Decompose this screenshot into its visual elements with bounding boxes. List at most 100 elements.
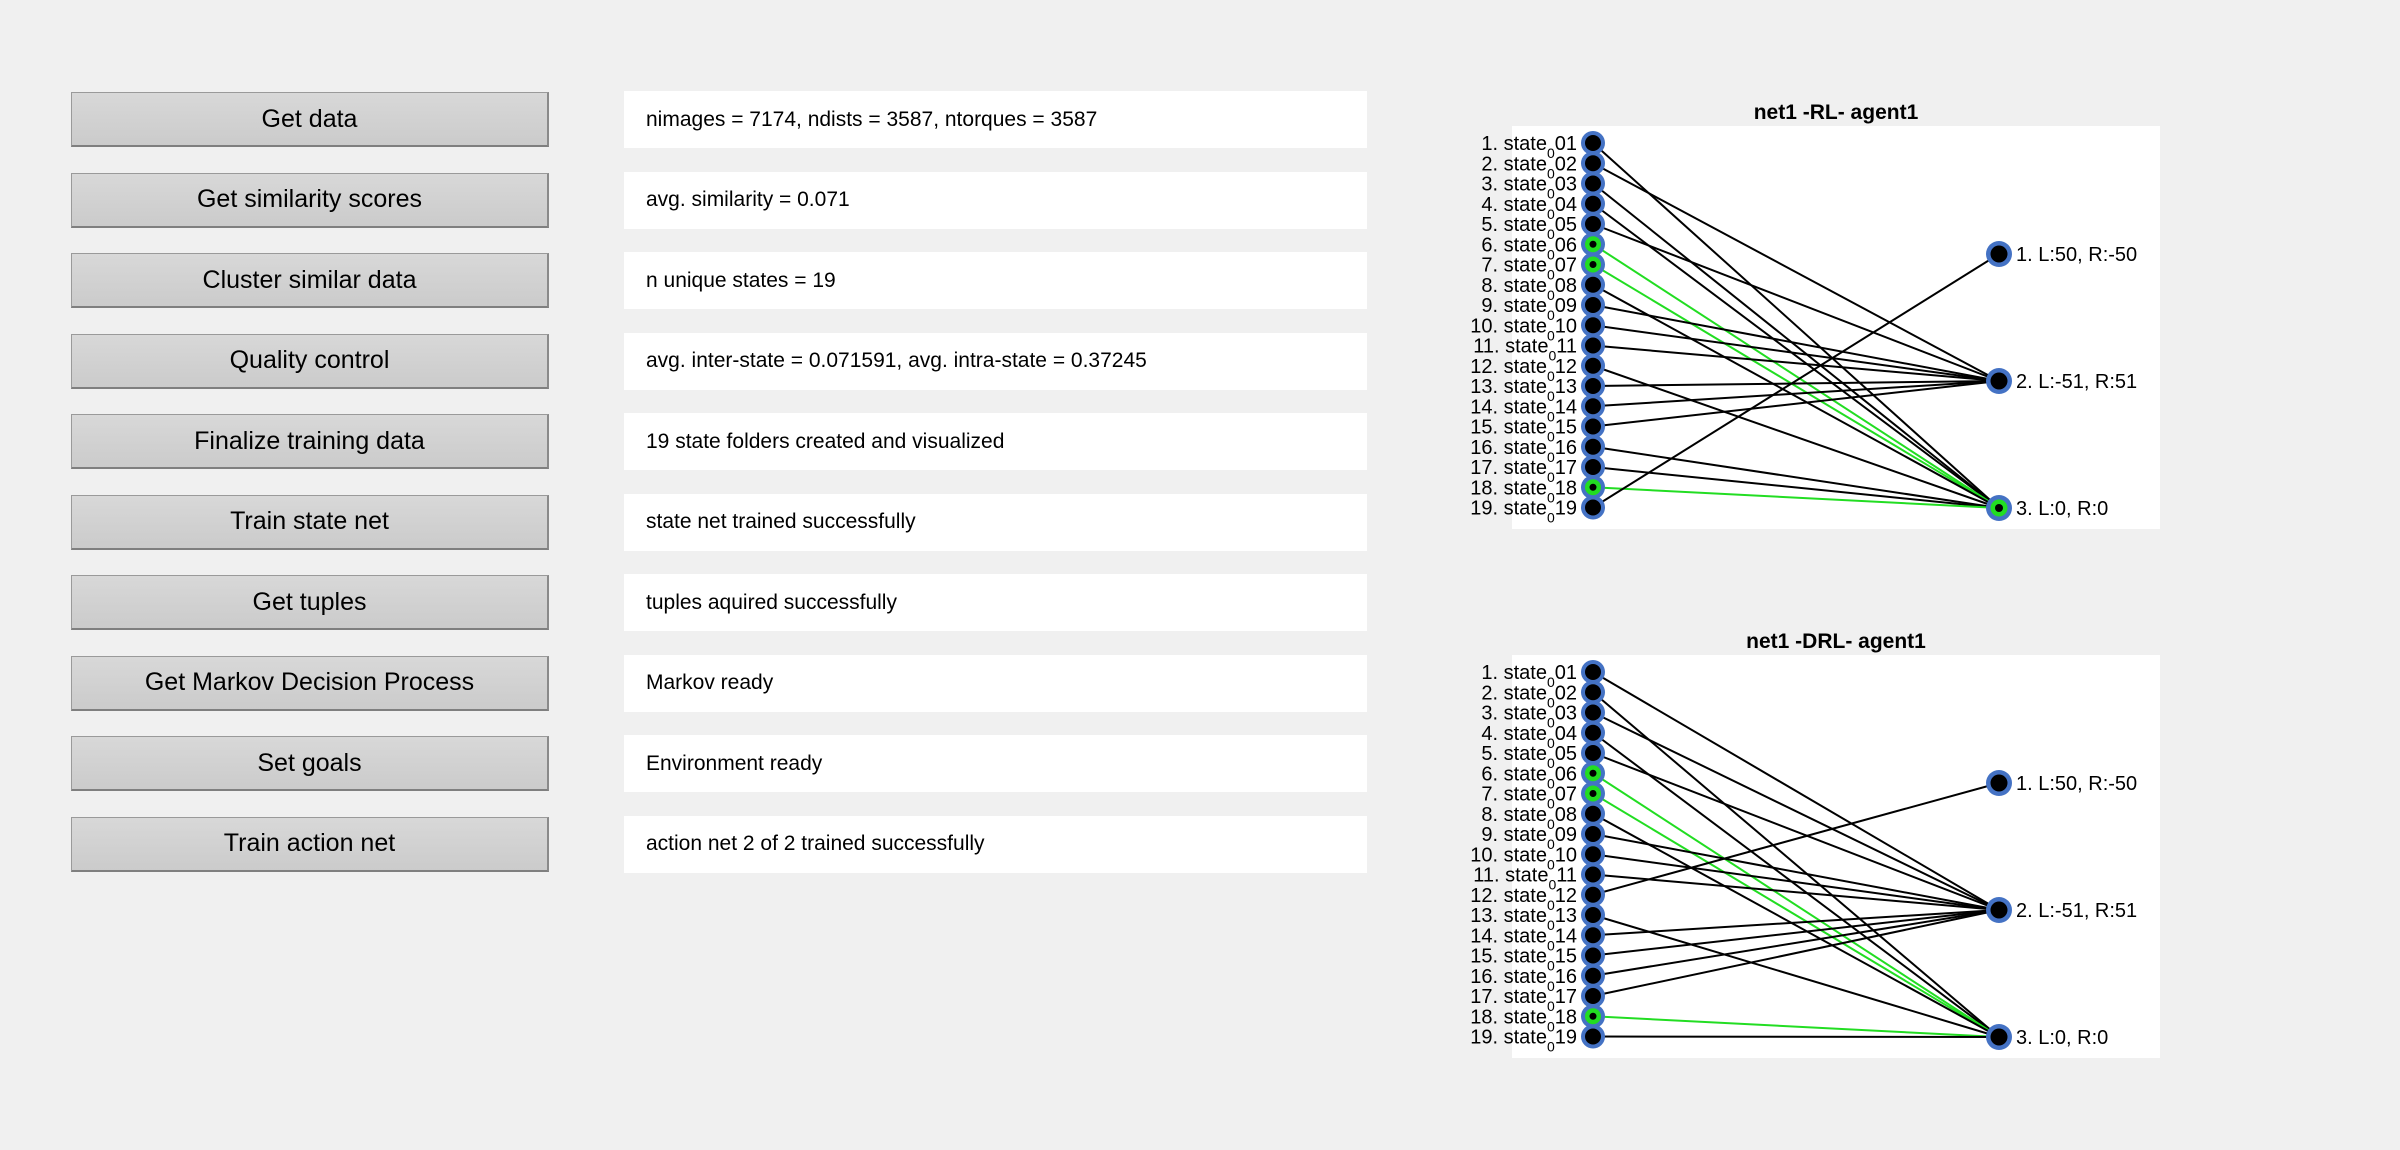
state-node-dot-13 xyxy=(1589,382,1597,390)
train-action-net-output: action net 2 of 2 trained successfully xyxy=(624,815,1367,873)
edge-state-8-action-3 xyxy=(1592,812,2000,1038)
state-label-8: 8. state008 xyxy=(1481,275,1577,303)
state-node-dot-17 xyxy=(1589,992,1597,1000)
state-label-9: 9. state009 xyxy=(1481,295,1577,323)
edge-state-14-action-2 xyxy=(1592,380,2000,408)
state-label-2: 2. state002 xyxy=(1481,153,1577,181)
state-node-dot-11 xyxy=(1589,871,1597,878)
state-label-8: 8. state008 xyxy=(1481,804,1577,832)
state-node-dot-12 xyxy=(1589,362,1597,370)
edge-state-14-action-2 xyxy=(1592,909,2000,937)
get-markov-decision-process-output: Markov ready xyxy=(624,654,1367,712)
edge-state-2-action-3 xyxy=(1592,691,2000,1038)
state-label-19: 19. state019 xyxy=(1470,498,1577,526)
get-similarity-scores-button[interactable]: Get similarity scores xyxy=(71,172,549,228)
edge-state-1-action-2 xyxy=(1592,671,2000,911)
action-node-dot-2 xyxy=(1995,377,2003,385)
action-label-2: 2. L:-51, R:51 xyxy=(2016,900,2137,922)
edge-state-10-action-2 xyxy=(1592,324,2000,382)
state-node-dot-5 xyxy=(1589,749,1597,757)
state-label-1: 1. state001 xyxy=(1481,133,1577,161)
state-node-dot-7 xyxy=(1589,790,1597,797)
action-label-1: 1. L:50, R:-50 xyxy=(2016,773,2137,795)
state-node-dot-2 xyxy=(1589,688,1597,696)
edge-state-1-action-3 xyxy=(1592,142,2000,509)
state-node-dot-9 xyxy=(1589,830,1597,838)
state-label-17: 17. state017 xyxy=(1470,457,1577,485)
get-data-button[interactable]: Get data xyxy=(71,92,549,147)
edge-state-4-action-3 xyxy=(1592,731,2000,1038)
state-label-12: 12. state012 xyxy=(1470,356,1577,384)
state-label-1: 1. state001 xyxy=(1481,662,1577,690)
edge-state-3-action-3 xyxy=(1592,182,2000,509)
network-plot-drl: net1 -DRL- agent1 1. state001 2. state002 3… xyxy=(1440,624,2200,1094)
state-node-dot-2 xyxy=(1589,159,1597,167)
state-label-9: 9. state009 xyxy=(1481,824,1577,852)
state-label-5: 5. state005 xyxy=(1481,743,1577,771)
cluster-similar-data-output: n unique states = 19 xyxy=(624,252,1367,309)
state-node-dot-7 xyxy=(1589,261,1597,268)
state-label-16: 16. state016 xyxy=(1470,437,1577,465)
edge-state-5-action-2 xyxy=(1592,752,2000,911)
plot-title: net1 -RL- agent1 xyxy=(1754,101,1919,124)
state-node-dot-8 xyxy=(1589,281,1597,289)
state-label-3: 3. state003 xyxy=(1481,174,1577,202)
state-label-19: 19. state019 xyxy=(1470,1027,1577,1055)
finalize-training-data-button[interactable]: Finalize training data xyxy=(71,414,549,469)
edge-state-10-action-2 xyxy=(1592,853,2000,911)
edge-state-13-action-3 xyxy=(1592,914,2000,1038)
edge-state-12-action-1 xyxy=(1592,782,2000,896)
state-node-dot-12 xyxy=(1589,891,1597,899)
edge-state-16-action-2 xyxy=(1592,909,2000,977)
state-node-dot-4 xyxy=(1589,729,1597,737)
action-node-dot-1 xyxy=(1995,250,2003,258)
state-node-dot-6 xyxy=(1589,240,1597,248)
action-label-2: 2. L:-51, R:51 xyxy=(2016,371,2137,393)
state-node-dot-18 xyxy=(1589,483,1597,491)
state-label-7: 7. state007 xyxy=(1481,784,1577,812)
state-label-18: 18. state018 xyxy=(1470,1006,1577,1034)
state-label-13: 13. state013 xyxy=(1470,905,1577,933)
get-similarity-scores-output: avg. similarity = 0.071 xyxy=(624,171,1367,229)
state-label-16: 16. state016 xyxy=(1470,966,1577,994)
state-label-13: 13. state013 xyxy=(1470,376,1577,404)
state-node-dot-15 xyxy=(1589,423,1597,430)
get-markov-decision-process-button[interactable]: Get Markov Decision Process xyxy=(71,655,549,711)
cluster-similar-data-button[interactable]: Cluster similar data xyxy=(71,253,549,308)
quality-control-button[interactable]: Quality control xyxy=(71,333,549,389)
state-node-dot-11 xyxy=(1589,342,1597,349)
train-action-net-button[interactable]: Train action net xyxy=(71,816,549,872)
edge-state-9-action-2 xyxy=(1592,304,2000,382)
state-label-6: 6. state006 xyxy=(1481,234,1577,262)
edge-state-18-action-3 xyxy=(1592,1015,2000,1038)
action-label-3: 3. L:0, R:0 xyxy=(2016,1027,2108,1049)
state-node-dot-8 xyxy=(1589,810,1597,818)
train-state-net-output: state net trained successfully xyxy=(624,493,1367,551)
edge-state-18-action-3 xyxy=(1592,486,2000,509)
quality-control-output: avg. inter-state = 0.071591, avg. intra-… xyxy=(624,332,1367,390)
edge-state-8-action-3 xyxy=(1592,283,2000,509)
state-node-dot-13 xyxy=(1589,911,1597,919)
state-label-4: 4. state004 xyxy=(1481,194,1577,222)
network-plot-rl: net1 -RL- agent1 1. state001 2. state002 3.… xyxy=(1440,95,2200,565)
state-node-dot-3 xyxy=(1589,180,1597,187)
edge-state-16-action-3 xyxy=(1592,445,2000,509)
state-label-6: 6. state006 xyxy=(1481,763,1577,791)
edge-state-3-action-2 xyxy=(1592,711,2000,911)
state-label-10: 10. state010 xyxy=(1470,315,1577,343)
train-state-net-button[interactable]: Train state net xyxy=(71,494,549,550)
state-node-dot-16 xyxy=(1589,443,1597,451)
state-node-dot-3 xyxy=(1589,709,1597,716)
plot-title: net1 -DRL- agent1 xyxy=(1746,630,1926,653)
state-node-dot-10 xyxy=(1589,321,1597,329)
get-tuples-button[interactable]: Get tuples xyxy=(71,575,549,630)
edge-state-11-action-2 xyxy=(1592,344,2000,382)
state-node-dot-15 xyxy=(1589,952,1597,959)
edge-state-17-action-3 xyxy=(1592,466,2000,509)
set-goals-button[interactable]: Set goals xyxy=(71,736,549,791)
edge-state-19-action-3 xyxy=(1592,1035,2000,1038)
edge-state-12-action-3 xyxy=(1592,364,2000,509)
state-node-dot-10 xyxy=(1589,850,1597,858)
state-node-dot-6 xyxy=(1589,769,1597,777)
state-node-dot-4 xyxy=(1589,200,1597,208)
